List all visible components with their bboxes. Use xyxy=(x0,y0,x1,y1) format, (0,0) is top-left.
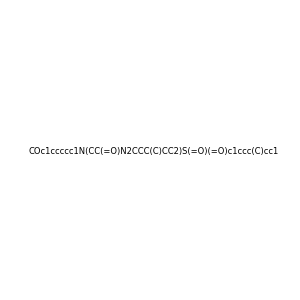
Text: COc1ccccc1N(CC(=O)N2CCC(C)CC2)S(=O)(=O)c1ccc(C)cc1: COc1ccccc1N(CC(=O)N2CCC(C)CC2)S(=O)(=O)c… xyxy=(28,147,279,156)
